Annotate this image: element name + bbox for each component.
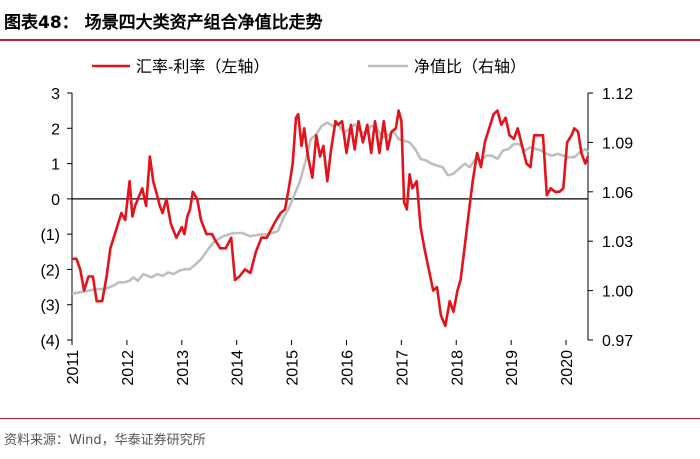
right-tick-label: 0.97 xyxy=(602,333,633,350)
legend-label-nav: 净值比（右轴） xyxy=(414,58,526,76)
plot-lines xyxy=(71,109,590,328)
left-tick-label: 3 xyxy=(51,86,60,103)
title-divider xyxy=(0,39,700,41)
source-note: 资料来源：Wind，华泰证券研究所 xyxy=(4,433,206,448)
legend: 汇率-利率（左轴） 净值比（右轴） xyxy=(92,58,526,76)
right-tick-label: 1.12 xyxy=(602,86,633,103)
left-tick-label: (3) xyxy=(40,298,60,315)
left-tick-label: 1 xyxy=(51,157,60,174)
series-line-fx xyxy=(72,109,590,328)
legend-label-fx: 汇率-利率（左轴） xyxy=(136,58,269,76)
left-tick-label: 0 xyxy=(51,192,60,209)
left-tick-label: (4) xyxy=(40,333,60,350)
left-tick-label: (1) xyxy=(40,227,60,244)
x-tick-label: 2015 xyxy=(285,350,302,386)
series-line-nav xyxy=(71,121,590,296)
right-tick-label: 1.03 xyxy=(602,234,633,251)
footer-divider xyxy=(0,418,700,419)
title-bar: 图表48： 场景四大类资产组合净值比走势 xyxy=(0,0,700,41)
x-tick-label: 2016 xyxy=(339,350,356,386)
x-tick-label: 2013 xyxy=(175,350,192,386)
x-tick-label: 2020 xyxy=(559,350,576,386)
left-tick-label: (2) xyxy=(40,262,60,279)
x-tick-label: 2019 xyxy=(504,350,521,386)
right-tick-label: 1.09 xyxy=(602,135,633,152)
x-tick-label: 2017 xyxy=(394,350,411,386)
left-tick-label: 2 xyxy=(51,121,60,138)
x-tick-label: 2011 xyxy=(65,350,82,385)
dual-axis-line-chart: 汇率-利率（左轴） 净值比（右轴） 3 2 1 0 (1) (2) (3) (4) 1.12 1.… xyxy=(40,58,633,386)
x-tick-label: 2018 xyxy=(449,350,466,386)
chart-title: 图表48： 场景四大类资产组合净值比走势 xyxy=(4,13,323,33)
axes: 3 2 1 0 (1) (2) (3) (4) 1.12 1.09 1.06 1.03 1.00 0.97… xyxy=(40,86,633,386)
right-tick-label: 1.00 xyxy=(602,284,633,301)
x-tick-label: 2012 xyxy=(120,350,137,386)
x-tick-label: 2014 xyxy=(230,350,247,386)
right-tick-label: 1.06 xyxy=(602,185,633,202)
